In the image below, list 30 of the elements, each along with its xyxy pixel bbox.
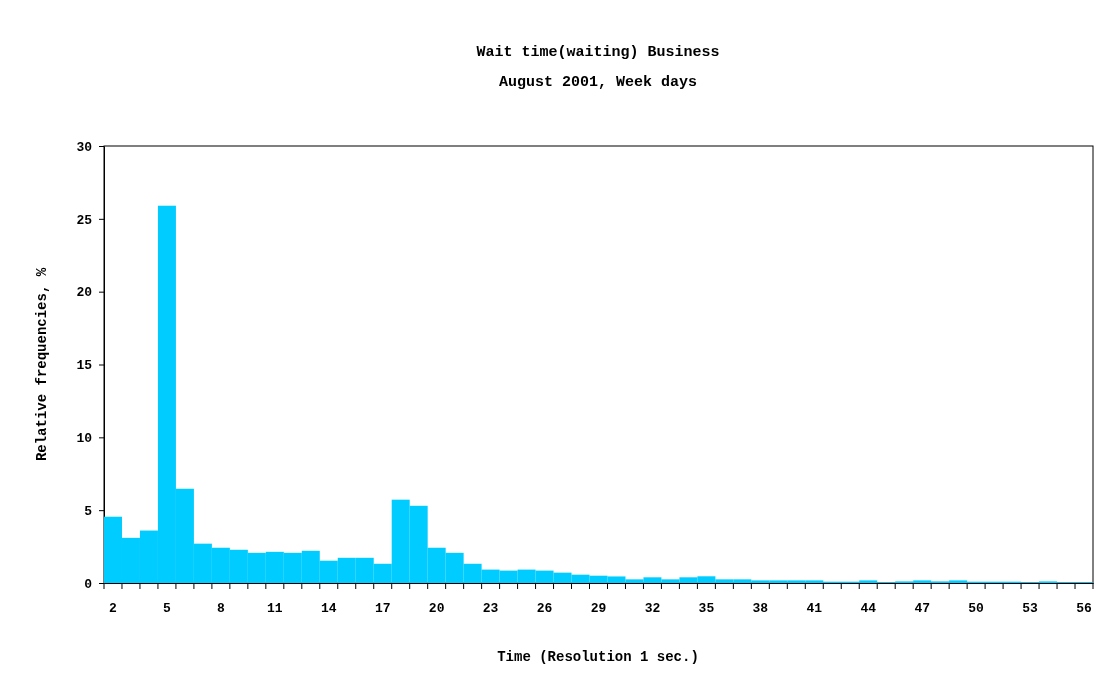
y-tick-label: 20 <box>76 285 93 301</box>
x-tick-label: 56 <box>1076 601 1093 616</box>
x-axis-title: Time (Resolution 1 sec.) <box>497 649 699 665</box>
y-tick-label: 10 <box>76 430 93 446</box>
x-tick-label: 38 <box>752 601 769 616</box>
y-axis-title: Relative frequencies, % <box>34 267 50 462</box>
x-tick-label: 26 <box>536 601 553 616</box>
x-tick-label: 53 <box>1022 601 1039 616</box>
x-tick-label: 8 <box>216 601 225 616</box>
x-tick-label: 5 <box>163 601 172 616</box>
x-tick-label: 47 <box>914 601 930 616</box>
x-tick-label: 50 <box>968 601 985 616</box>
chart-title: Wait time(waiting) Business <box>476 44 720 61</box>
x-tick-label: 17 <box>374 601 391 616</box>
x-tick-label: 29 <box>590 601 607 616</box>
x-tick-label: 32 <box>644 601 661 616</box>
y-tick-label: 5 <box>84 503 93 519</box>
x-tick-label: 11 <box>267 601 283 616</box>
x-tick-label: 35 <box>698 601 715 616</box>
x-tick-label: 14 <box>320 601 337 616</box>
chart-subtitle: August 2001, Week days <box>498 74 698 91</box>
y-tick-label: 30 <box>76 139 93 155</box>
x-tick-label: 41 <box>806 601 823 616</box>
x-tick-label: 23 <box>482 601 499 616</box>
y-tick-label: 25 <box>76 212 93 228</box>
x-tick-label: 20 <box>428 601 445 616</box>
x-tick-label: 44 <box>860 601 877 616</box>
y-tick-label: 15 <box>76 358 93 374</box>
y-tick-label: 0 <box>84 576 93 592</box>
x-tick-label: 2 <box>109 601 118 616</box>
